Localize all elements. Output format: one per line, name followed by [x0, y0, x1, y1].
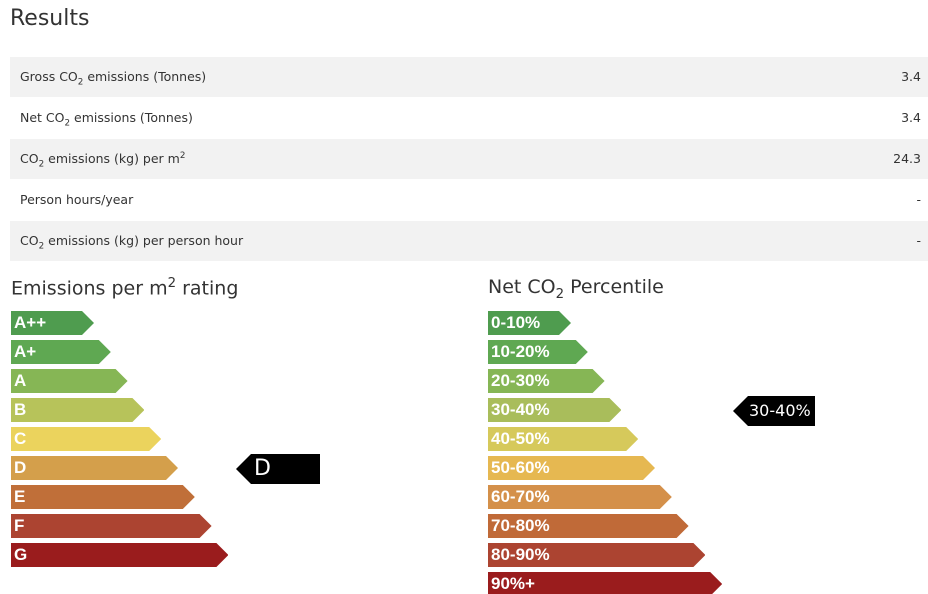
rating-bar: 60-70% — [488, 485, 672, 509]
text-segment: 2 — [179, 151, 186, 161]
rating-bar: 80-90% — [488, 543, 705, 567]
result-row: Gross CO2 emissions (Tonnes) 3.4 — [10, 57, 928, 98]
rating-bar: F — [11, 514, 212, 538]
text-segment: emissions (Tonnes) — [83, 69, 207, 84]
rating-bar: D — [11, 456, 178, 480]
text-segment: 2 — [38, 241, 45, 252]
rating-bar: 10-20% — [488, 340, 588, 364]
text-segment: rating — [176, 277, 239, 300]
rating-bar: 50-60% — [488, 456, 655, 480]
rating-bar: 70-80% — [488, 514, 689, 538]
rating-bar: B — [11, 398, 144, 422]
rating-bar: E — [11, 485, 195, 509]
text-segment: Percentile — [564, 276, 664, 298]
rating-bar: 90%+ — [488, 572, 722, 594]
text-segment: Emissions per m — [11, 277, 168, 300]
text-segment: Gross CO — [20, 69, 78, 84]
row-value: 3.4 — [901, 69, 921, 84]
row-label: CO2 emissions (kg) per m2 — [20, 151, 185, 170]
text-segment: 2 — [167, 276, 177, 291]
result-row: CO2 emissions (kg) per m2 24.3 — [10, 139, 928, 180]
row-value: - — [916, 192, 921, 207]
row-label: Net CO2 emissions (Tonnes) — [20, 110, 193, 129]
scale-title: Emissions per m2 rating — [11, 276, 238, 299]
text-segment: emissions (Tonnes) — [70, 110, 193, 125]
rating-bar: C — [11, 427, 161, 451]
text-segment: 2 — [64, 118, 71, 129]
text-segment: 2 — [555, 286, 565, 302]
rating-indicator: D — [236, 454, 320, 484]
rating-indicator: 30-40% — [733, 396, 815, 426]
text-segment: 2 — [38, 159, 45, 170]
rating-bar: G — [11, 543, 228, 567]
rating-bar: 30-40% — [488, 398, 621, 422]
row-label: Gross CO2 emissions (Tonnes) — [20, 69, 206, 88]
text-segment: emissions (kg) per m — [44, 151, 180, 167]
row-value: - — [916, 233, 921, 248]
rating-bar: 20-30% — [488, 369, 605, 393]
rating-bar: A — [11, 369, 128, 393]
row-label: Person hours/year — [20, 192, 133, 207]
rating-bar: 40-50% — [488, 427, 638, 451]
row-label: CO2 emissions (kg) per person hour — [20, 233, 243, 252]
result-row: Net CO2 emissions (Tonnes) 3.4 — [10, 98, 928, 139]
text-segment: Net CO — [20, 110, 65, 125]
text-segment: CO — [20, 151, 39, 167]
text-segment: Person hours/year — [20, 192, 134, 207]
scale-title: Net CO2 Percentile — [488, 276, 664, 302]
row-value: 24.3 — [893, 151, 921, 166]
rating-bar: A+ — [11, 340, 111, 364]
text-segment: 2 — [77, 77, 84, 88]
result-row: Person hours/year - — [10, 180, 928, 221]
rating-bar: A++ — [11, 311, 94, 335]
result-row: CO2 emissions (kg) per person hour - — [10, 221, 928, 262]
rating-bar: 0-10% — [488, 311, 571, 335]
text-segment: emissions (kg) per person hour — [44, 233, 244, 248]
text-segment: Net CO — [488, 276, 556, 298]
results-title: Results — [10, 6, 90, 31]
text-segment: CO — [20, 233, 39, 248]
row-value: 3.4 — [901, 110, 921, 125]
